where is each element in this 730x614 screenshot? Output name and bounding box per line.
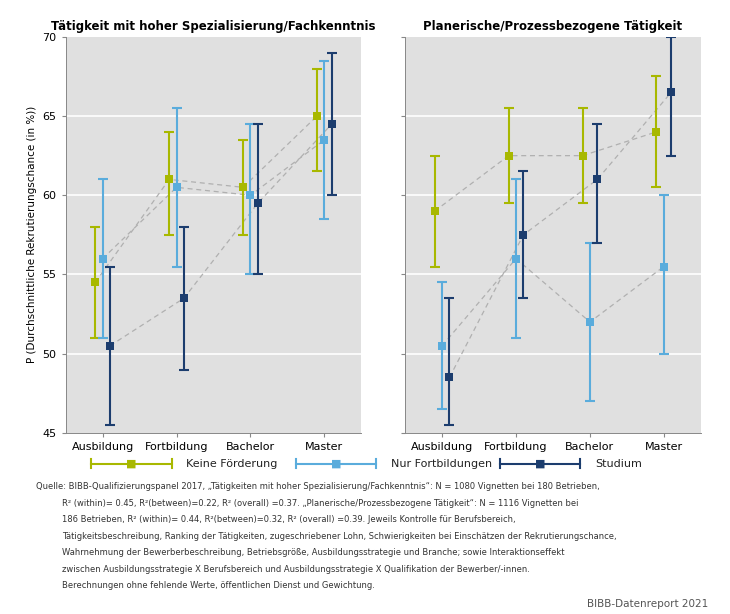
Text: Tätigkeitsbeschreibung, Ranking der Tätigkeiten, zugeschriebener Lohn, Schwierig: Tätigkeitsbeschreibung, Ranking der Täti… bbox=[62, 532, 617, 541]
Text: zwischen Ausbildungsstrategie X Berufsbereich und Ausbildungsstrategie X Qualifi: zwischen Ausbildungsstrategie X Berufsbe… bbox=[62, 565, 530, 574]
Text: Keine Förderung: Keine Förderung bbox=[186, 459, 277, 468]
Text: Wahrnehmung der Bewerberbeschreibung, Betriebsgröße, Ausbildungsstrategie und Br: Wahrnehmung der Bewerberbeschreibung, Be… bbox=[62, 548, 564, 558]
Y-axis label: P (Durchschnittliche Rekrutierungschance (in %)): P (Durchschnittliche Rekrutierungschance… bbox=[27, 106, 37, 363]
Title: Planerische/Prozessbezogene Tätigkeit: Planerische/Prozessbezogene Tätigkeit bbox=[423, 20, 683, 33]
Text: Studium: Studium bbox=[595, 459, 642, 468]
Text: Quelle: BIBB-Qualifizierungspanel 2017, „Tätigkeiten mit hoher Spezialisierung/F: Quelle: BIBB-Qualifizierungspanel 2017, … bbox=[36, 482, 600, 491]
Text: R² (within)= 0.45, R²(between)=0.22, R² (overall) =0.37. „Planerische/Prozessbez: R² (within)= 0.45, R²(between)=0.22, R² … bbox=[62, 499, 579, 508]
Text: ■: ■ bbox=[331, 459, 341, 468]
Text: 186 Betrieben, R² (within)= 0.44, R²(between)=0.32, R² (overall) =0.39. Jeweils : 186 Betrieben, R² (within)= 0.44, R²(bet… bbox=[62, 515, 515, 524]
Title: Tätigkeit mit hoher Spezialisierung/Fachkenntnis: Tätigkeit mit hoher Spezialisierung/Fach… bbox=[51, 20, 376, 33]
Text: ■: ■ bbox=[126, 459, 137, 468]
Text: ■: ■ bbox=[535, 459, 545, 468]
Text: Nur Fortbildungen: Nur Fortbildungen bbox=[391, 459, 492, 468]
Text: Berechnungen ohne fehlende Werte, öffentlichen Dienst und Gewichtung.: Berechnungen ohne fehlende Werte, öffent… bbox=[62, 581, 375, 591]
Text: BIBB-Datenreport 2021: BIBB-Datenreport 2021 bbox=[587, 599, 708, 609]
